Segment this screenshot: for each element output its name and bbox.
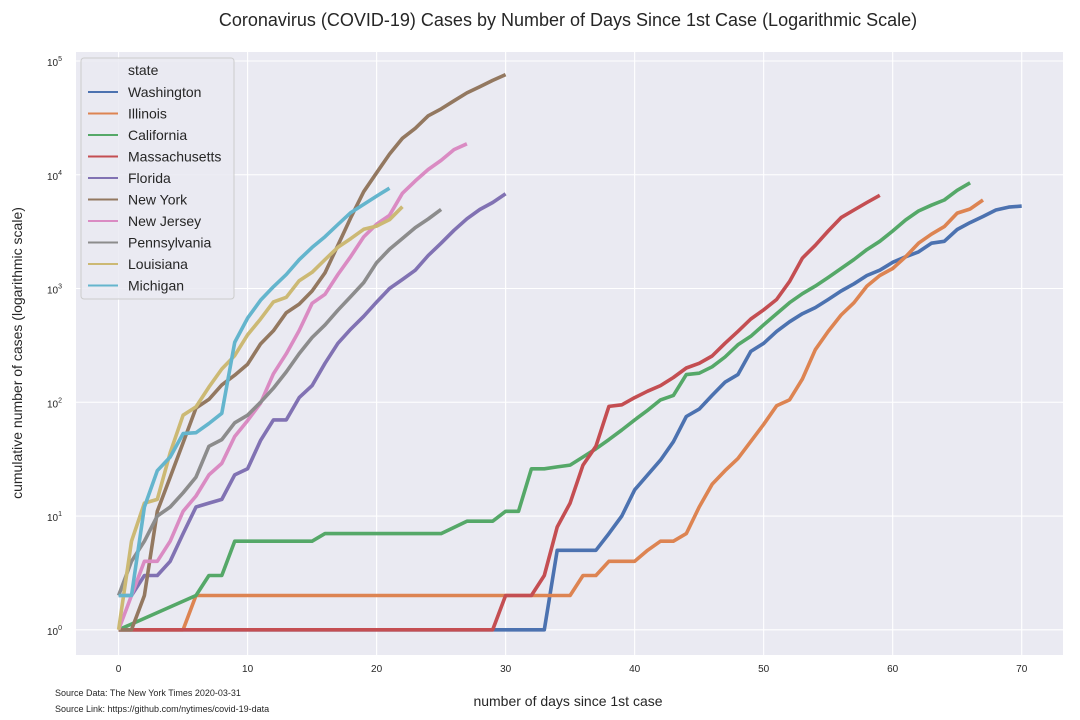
x-tick-label: 10	[242, 664, 254, 675]
plot-area	[76, 52, 1063, 655]
series-lines	[116, 72, 1022, 632]
series-line-washington	[118, 204, 1022, 632]
legend-label-louisiana: Louisiana	[128, 256, 188, 272]
x-tick-label: 50	[758, 664, 770, 675]
x-tick-label: 60	[887, 664, 899, 675]
x-axis-label: number of days since 1st case	[473, 693, 662, 709]
legend: state Washington Illinois California Massac…	[80, 57, 235, 300]
x-tick-labels: 0 10 20 30 40 50 60 70	[116, 664, 1028, 675]
series-line-louisiana	[116, 205, 404, 631]
x-tick-label: 30	[500, 664, 512, 675]
y-tick-label: 101	[47, 511, 62, 524]
legend-label-pennsylvania: Pennsylvania	[128, 235, 211, 251]
x-tick-label: 0	[116, 664, 122, 675]
x-tick-label: 40	[629, 664, 641, 675]
legend-title: state	[128, 62, 159, 78]
legend-box	[80, 57, 235, 300]
y-tick-label: 104	[47, 170, 62, 183]
y-tick-label: 105	[47, 56, 62, 69]
legend-label-california: California	[128, 127, 187, 143]
series-line-massachusetts	[118, 193, 881, 632]
y-tick-label: 100	[47, 625, 62, 638]
legend-label-massachusetts: Massachusetts	[128, 149, 221, 165]
series-line-pennsylvania	[116, 207, 443, 597]
legend-label-florida: Florida	[128, 170, 171, 186]
x-tick-label: 20	[371, 664, 383, 675]
legend-label-illinois: Illinois	[128, 106, 167, 122]
y-tick-label: 103	[47, 284, 62, 297]
y-tick-labels: 100 101 102 103 104 105	[47, 56, 62, 638]
y-axis-label: cumulative number of cases (logarithmic …	[9, 207, 25, 499]
series-line-michigan	[118, 186, 391, 598]
x-tick-label: 70	[1016, 664, 1028, 675]
y-tick-label: 102	[47, 397, 62, 410]
legend-label-new-york: New York	[128, 192, 188, 208]
series-line-new-jersey	[116, 142, 468, 631]
series-line-new-york	[118, 72, 507, 632]
legend-label-washington: Washington	[128, 84, 201, 100]
legend-label-michigan: Michigan	[128, 278, 184, 294]
series-line-florida	[118, 192, 507, 598]
legend-label-new-jersey: New Jersey	[128, 213, 201, 229]
source-link-note: Source Link: https://github.com/nytimes/…	[55, 704, 270, 714]
series-line-california	[117, 181, 972, 632]
legend-items: Washington Illinois California Massachusett…	[88, 84, 221, 294]
chart-title: Coronavirus (COVID-19) Cases by Number o…	[219, 10, 917, 30]
series-line-illinois	[118, 198, 985, 632]
source-data-note: Source Data: The New York Times 2020-03-…	[55, 688, 241, 698]
